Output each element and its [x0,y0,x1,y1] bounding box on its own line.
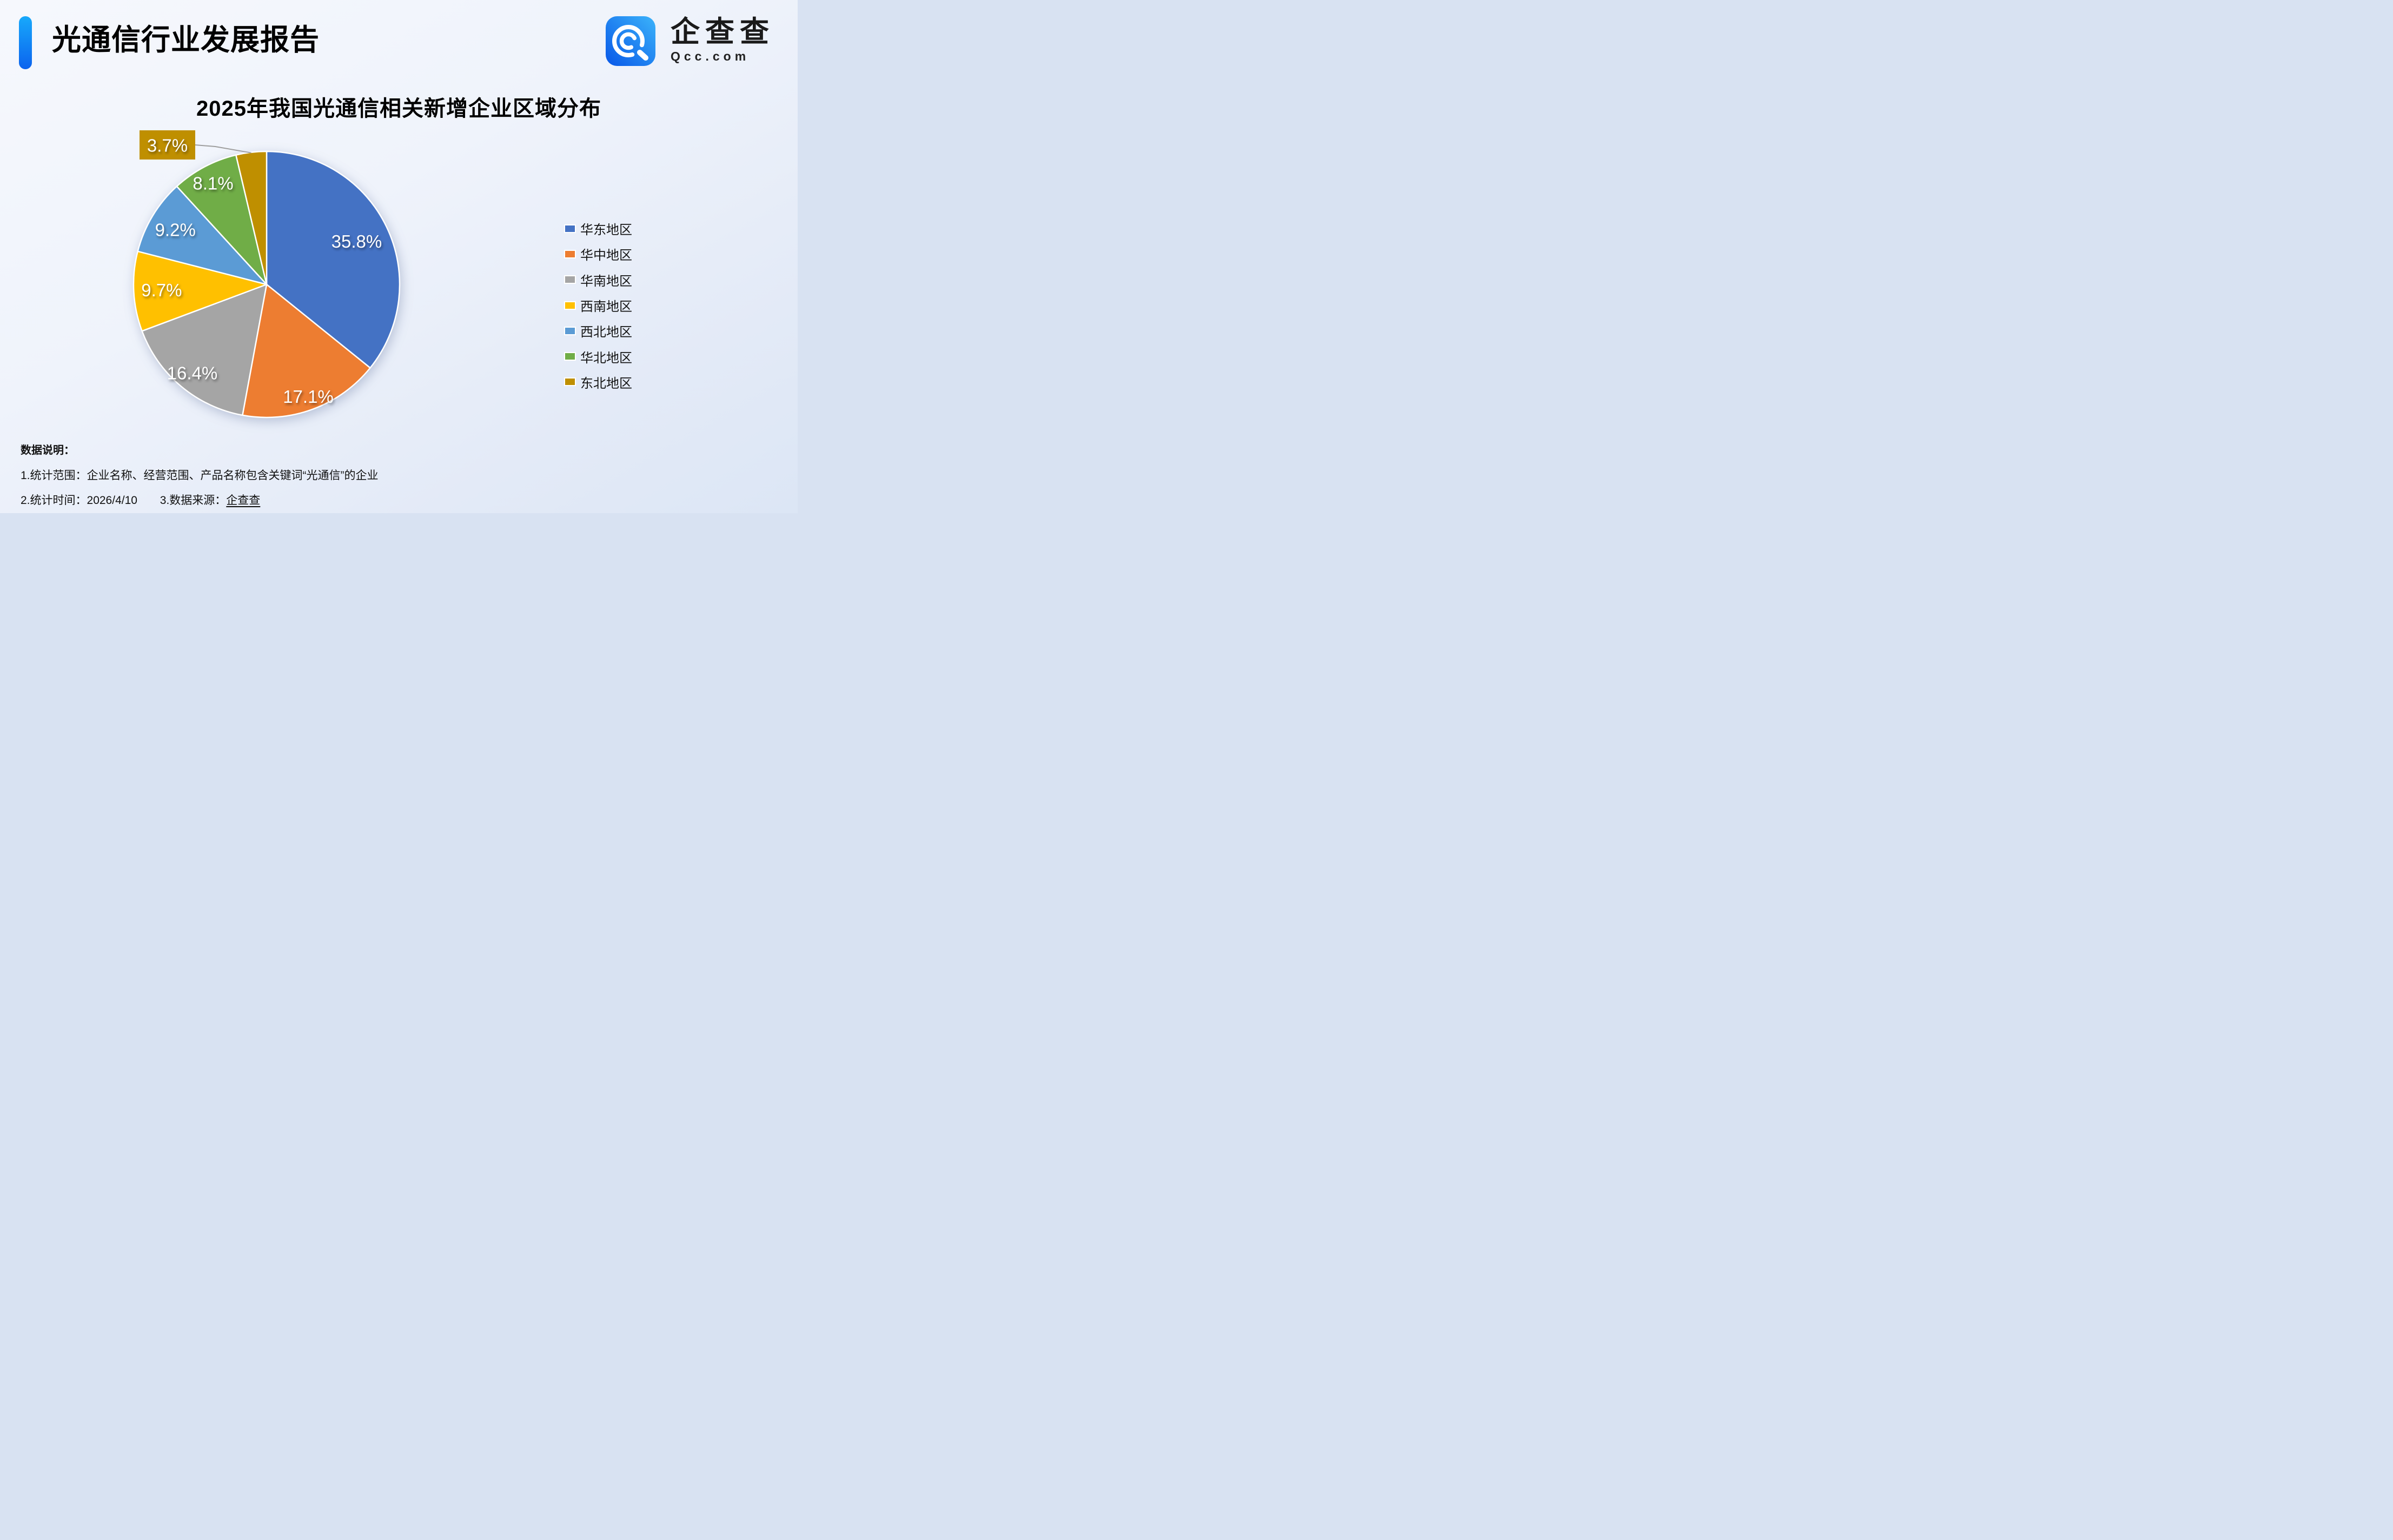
slice-label-0: 35.8% [332,231,382,251]
slice-label-1: 17.1% [283,387,334,407]
pie-slice-4 [137,185,268,286]
legend-swatch [565,276,575,283]
legend-swatch [565,379,575,386]
legend-item-southwest: 西南地区 [565,293,632,318]
legend-swatch [565,225,575,232]
callout-leader-line [195,144,251,154]
legend-swatch [565,353,575,360]
slice-label-4: 9.2% [155,220,196,240]
legend-swatch [565,250,575,257]
legend-label: 华南地区 [580,274,632,289]
callout-box [140,130,195,160]
pie-slice-1 [242,283,371,419]
pie-data-labels: 35.8% 17.1% 16.4% 9.7% 9.2% 8.1% [141,174,382,407]
note-source-prefix: 3.数据来源： [160,494,227,507]
report-page: 光通信行业发展报告 企查查 Qcc.com 2025年我国光通信相关新增企业区域… [0,0,798,513]
note-statistic-scope: 1.统计范围：企业名称、经营范围、产品名称包含关键词“光通信”的企业 [21,469,379,482]
legend-item-central-china: 华中地区 [565,241,632,267]
logo-text: 企查查 Qcc.com [671,16,774,66]
title-accent-bar [19,16,32,69]
note-line-2: 2.统计时间：2026/4/10 3.数据来源：企查查 [21,492,260,508]
chart-legend: 华东地区 华中地区 华南地区 西南地区 西北地区 华北地区 东北地区 [565,216,632,395]
pie-slice-3 [132,250,268,332]
brand-domain: Qcc.com [671,49,750,63]
slice-label-6: 3.7% [147,136,188,156]
pie-callout: 3.7% [140,130,251,160]
slice-label-3: 9.7% [141,280,182,300]
report-title: 光通信行业发展报告 [52,24,320,56]
legend-item-northwest: 西北地区 [565,318,632,343]
legend-item-northeast: 东北地区 [565,369,632,395]
qcc-logo-icon [606,16,655,66]
qcc-logo: 企查查 Qcc.com [606,16,774,66]
legend-item-east-china: 华东地区 [565,216,632,241]
legend-label: 西北地区 [580,325,632,340]
pie-slice-2 [141,283,268,416]
chart-title: 2025年我国光通信相关新增企业区域分布 [196,97,601,121]
legend-label: 华北地区 [580,350,632,366]
legend-label: 东北地区 [580,376,632,391]
legend-swatch [565,327,575,334]
pie-slice-0 [266,150,401,369]
pie-slice-5 [176,154,268,286]
legend-label: 华东地区 [580,223,632,238]
legend-item-north-china: 华北地区 [565,343,632,369]
brand-name: 企查查 [671,16,774,48]
note-source-brand: 企查查 [226,494,261,507]
legend-swatch [565,302,575,309]
legend-item-south-china: 华南地区 [565,267,632,293]
data-notes: 数据说明： 1.统计范围：企业名称、经营范围、产品名称包含关键词“光通信”的企业… [21,0,778,513]
legend-label: 华中地区 [580,248,632,263]
pie-chart: 35.8% 17.1% 16.4% 9.7% 9.2% 8.1%3.7% [132,130,401,419]
legend-label: 西南地区 [580,300,632,315]
notes-heading: 数据说明： [21,444,75,456]
slice-label-5: 8.1% [193,174,233,194]
note-data-source: 3.数据来源：企查查 [160,494,261,507]
slice-label-2: 16.4% [167,363,218,383]
note-statistic-time: 2.统计时间：2026/4/10 [21,494,137,507]
pie-slices [132,150,401,419]
